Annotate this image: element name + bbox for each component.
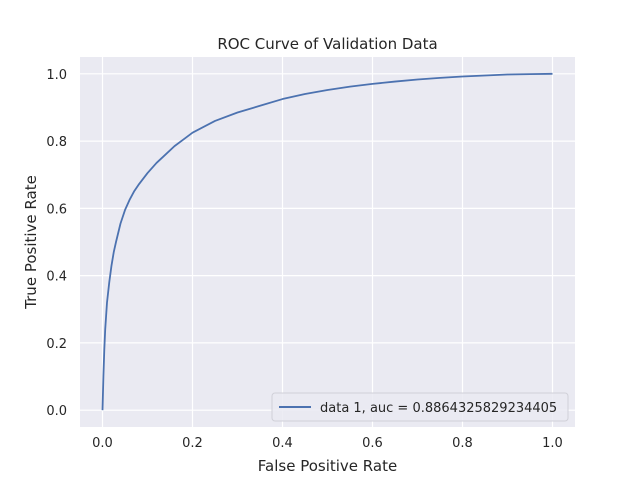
y-tick-labels: 0.0 0.2 0.4 0.6 0.8 1.0 [46,68,67,419]
y-tick-label: 0.2 [46,337,67,352]
x-tick-label: 1.0 [542,436,563,451]
plot-background [80,57,575,427]
x-tick-labels: 0.0 0.2 0.4 0.6 0.8 1.0 [92,436,563,451]
y-tick-label: 0.4 [46,270,67,285]
legend-label: data 1, auc = 0.8864325829234405 [320,401,557,416]
series-layer [101,72,553,411]
x-tick-label: 0.4 [272,436,293,451]
roc-series-line [101,72,553,411]
x-tick-label: 0.2 [182,436,203,451]
grid-lines [80,57,575,427]
x-tick-label: 0.8 [452,436,473,451]
y-tick-label: 0.8 [46,135,67,150]
y-tick-label: 0.6 [46,202,67,217]
y-axis-label: True Positive Rate [22,175,40,310]
y-tick-label: 1.0 [46,68,67,83]
x-tick-label: 0.6 [362,436,383,451]
chart-title: ROC Curve of Validation Data [217,35,437,53]
legend-box [271,392,569,422]
legend: data 1, auc = 0.8864325829234405 [271,392,569,422]
x-tick-label: 0.0 [92,436,113,451]
x-axis-label: False Positive Rate [258,457,397,475]
y-tick-label: 0.0 [46,404,67,419]
